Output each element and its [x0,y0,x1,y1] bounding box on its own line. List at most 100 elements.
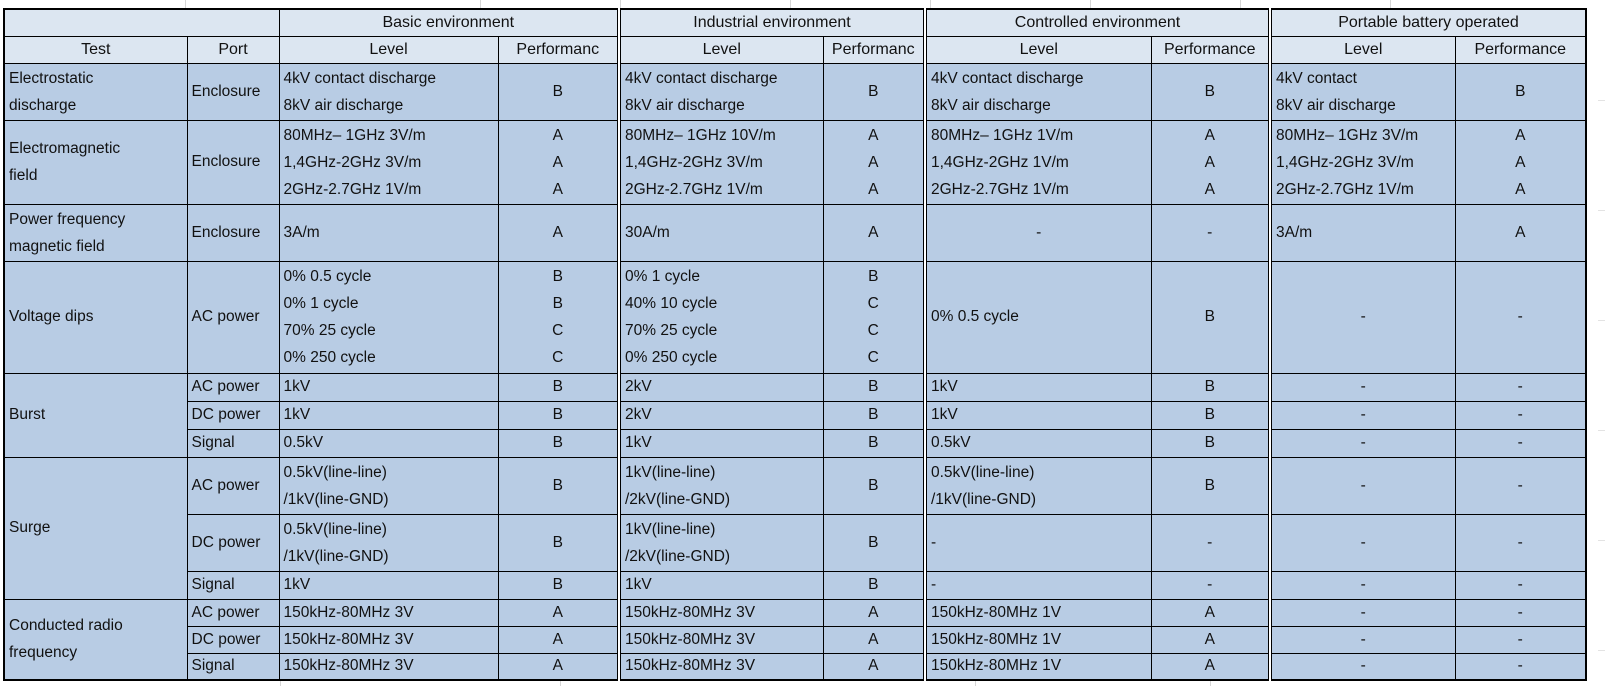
controlled-performance-cell[interactable]: B [1150,62,1271,121]
portable-performance-cell[interactable]: - [1454,570,1587,600]
portable-level-cell[interactable]: - [1268,372,1456,402]
portable-level-cell[interactable]: - [1268,652,1456,681]
basic-level-cell[interactable]: 0% 0.5 cycle 0% 1 cycle 70% 25 cycle 0% 250… [278,260,499,374]
portable-level-cell[interactable]: - [1268,400,1456,430]
basic-performance-cell[interactable]: A [497,203,620,262]
industrial-level-cell[interactable]: 0% 1 cycle 40% 10 cycle 70% 25 cycle 0% 250… [617,260,824,374]
controlled-level-cell[interactable]: 150kHz-80MHz 1V [923,598,1152,627]
portable-performance-cell[interactable]: - [1454,260,1587,374]
port-cell[interactable]: AC power [186,598,280,627]
port-cell[interactable]: Signal [186,428,280,458]
industrial-performance-cell[interactable]: B [822,372,926,402]
industrial-performance-column-header[interactable]: Performanc [822,35,926,64]
basic-level-cell[interactable]: 1kV [278,570,499,600]
basic-level-cell[interactable]: 3A/m [278,203,499,262]
test-column-header[interactable]: Test [3,35,188,64]
portable-performance-cell[interactable]: - [1454,428,1587,458]
portable-performance-cell[interactable]: - [1454,372,1587,402]
test-cell[interactable]: Conducted radio frequency [3,598,188,681]
industrial-performance-cell[interactable]: A [822,203,926,262]
controlled-performance-column-header[interactable]: Performance [1150,35,1271,64]
basic-level-cell[interactable]: 0.5kV [278,428,499,458]
controlled-level-cell[interactable]: - [923,513,1152,572]
controlled-level-cell[interactable]: 80MHz– 1GHz 1V/m 1,4GHz-2GHz 1V/m 2GHz-2.7… [923,119,1152,205]
basic-environment-group-header[interactable]: Basic environment [278,8,620,37]
controlled-performance-cell[interactable]: A [1150,652,1271,681]
basic-performance-cell[interactable]: A [497,652,620,681]
basic-performance-cell[interactable]: B [497,400,620,430]
port-cell[interactable]: AC power [186,372,280,402]
portable-performance-cell[interactable]: B [1454,62,1587,121]
controlled-performance-cell[interactable]: B [1150,456,1271,515]
industrial-level-cell[interactable]: 1kV(line-line)/2kV(line-GND) [617,456,824,515]
port-cell[interactable]: Signal [186,570,280,600]
basic-level-cell[interactable]: 150kHz-80MHz 3V [278,625,499,654]
portable-level-cell[interactable]: 4kV contact 8kV air discharge [1268,62,1456,121]
industrial-level-cell[interactable]: 4kV contact discharge 8kV air discharge [617,62,824,121]
portable-battery-operated-group-header[interactable]: Portable battery operated [1268,8,1587,37]
industrial-performance-cell[interactable]: B [822,513,926,572]
port-cell[interactable]: DC power [186,513,280,572]
industrial-performance-cell[interactable]: B [822,428,926,458]
basic-level-cell[interactable]: 0.5kV(line-line)/1kV(line-GND) [278,513,499,572]
basic-level-cell[interactable]: 150kHz-80MHz 3V [278,598,499,627]
industrial-environment-group-header[interactable]: Industrial environment [617,8,926,37]
test-cell[interactable]: Voltage dips [3,260,188,374]
controlled-level-cell[interactable]: 1kV [923,400,1152,430]
industrial-performance-cell[interactable]: B [822,456,926,515]
basic-level-cell[interactable]: 0.5kV(line-line)/1kV(line-GND) [278,456,499,515]
controlled-level-cell[interactable]: - [923,203,1152,262]
controlled-environment-group-header[interactable]: Controlled environment [923,8,1271,37]
controlled-level-cell[interactable]: 0.5kV(line-line)/1kV(line-GND) [923,456,1152,515]
industrial-performance-cell[interactable]: A [822,652,926,681]
basic-performance-column-header[interactable]: Performanc [497,35,620,64]
basic-level-cell[interactable]: 80MHz– 1GHz 3V/m 1,4GHz-2GHz 3V/m 2GHz-2.7… [278,119,499,205]
industrial-performance-cell[interactable]: B [822,400,926,430]
test-cell[interactable]: Burst [3,372,188,458]
controlled-level-cell[interactable]: 1kV [923,372,1152,402]
basic-performance-cell[interactable]: B [497,428,620,458]
controlled-performance-cell[interactable]: B [1150,400,1271,430]
port-cell[interactable]: Signal [186,652,280,681]
portable-level-column-header[interactable]: Level [1268,35,1456,64]
portable-performance-cell[interactable]: - [1454,598,1587,627]
controlled-performance-cell[interactable]: B [1150,428,1271,458]
industrial-level-cell[interactable]: 1kV [617,570,824,600]
port-cell[interactable]: Enclosure [186,203,280,262]
controlled-performance-cell[interactable]: - [1150,513,1271,572]
portable-level-cell[interactable]: - [1268,260,1456,374]
controlled-level-cell[interactable]: 4kV contact discharge 8kV air discharge [923,62,1152,121]
controlled-level-cell[interactable]: - [923,570,1152,600]
basic-level-cell[interactable]: 1kV [278,372,499,402]
portable-performance-column-header[interactable]: Performance [1454,35,1587,64]
industrial-level-cell[interactable]: 150kHz-80MHz 3V [617,625,824,654]
portable-performance-cell[interactable]: - [1454,625,1587,654]
basic-performance-cell[interactable]: B [497,372,620,402]
port-cell[interactable]: Enclosure [186,62,280,121]
industrial-level-cell[interactable]: 1kV [617,428,824,458]
port-cell[interactable]: Enclosure [186,119,280,205]
port-column-header[interactable]: Port [186,35,280,64]
industrial-level-cell[interactable]: 2kV [617,372,824,402]
test-cell[interactable]: Power frequency magnetic field [3,203,188,262]
portable-level-cell[interactable]: - [1268,456,1456,515]
port-cell[interactable]: DC power [186,400,280,430]
corner-header-cell[interactable] [3,8,280,37]
controlled-level-cell[interactable]: 0.5kV [923,428,1152,458]
industrial-performance-cell[interactable]: B [822,62,926,121]
portable-performance-cell[interactable]: A [1454,203,1587,262]
portable-level-cell[interactable]: 80MHz– 1GHz 3V/m 1,4GHz-2GHz 3V/m 2GHz-2.7… [1268,119,1456,205]
test-cell[interactable]: Electromagnetic field [3,119,188,205]
controlled-performance-cell[interactable]: B [1150,372,1271,402]
industrial-level-cell[interactable]: 1kV(line-line)/2kV(line-GND) [617,513,824,572]
industrial-level-cell[interactable]: 150kHz-80MHz 3V [617,598,824,627]
controlled-level-column-header[interactable]: Level [923,35,1152,64]
controlled-performance-cell[interactable]: - [1150,570,1271,600]
industrial-performance-cell[interactable]: A [822,625,926,654]
portable-level-cell[interactable]: - [1268,625,1456,654]
